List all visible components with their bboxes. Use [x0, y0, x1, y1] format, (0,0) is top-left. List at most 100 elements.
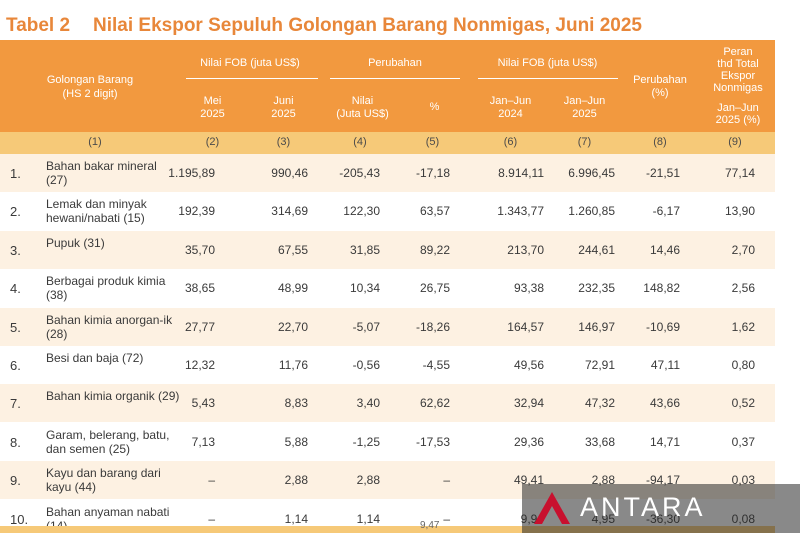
row-value-mei: – — [208, 511, 215, 526]
row-value-mei: 5,43 — [191, 396, 215, 411]
row-value-juni: 8,83 — [284, 396, 308, 411]
row-value-nilai: 1,14 — [356, 511, 380, 526]
row-value-peran: 0,37 — [731, 434, 755, 449]
row-value-nilai: 3,40 — [356, 396, 380, 411]
row-number: 2. — [10, 204, 21, 220]
antara-logo-icon — [534, 492, 570, 524]
row-commodity-name: Bahan kimia anorgan-ik (28) — [46, 312, 173, 341]
row-number: 9. — [10, 473, 21, 489]
row-value-jj2025: 1.260,85 — [568, 204, 615, 219]
row-value-chg: -6,17 — [652, 204, 680, 219]
row-number: 7. — [10, 396, 21, 412]
header-nilai-unit: (Juta US$) — [336, 108, 389, 120]
table-row: 5. Bahan kimia anorgan-ik (28) 27,77 22,70 -… — [0, 307, 775, 346]
row-value-pct: -4,55 — [422, 358, 450, 372]
col-number: (1) — [88, 136, 102, 148]
row-value-juni: 67,55 — [277, 242, 308, 257]
row-commodity-name: Bahan kimia organik (29) — [46, 389, 180, 404]
row-value-nilai: 2,88 — [356, 473, 380, 488]
header-year-2025: 2025 — [572, 108, 597, 120]
row-value-jj2025: 244,61 — [578, 242, 615, 257]
watermark: ANTARA — [522, 484, 800, 533]
row-value-jj2024: 49,41 — [513, 473, 544, 488]
row-number: 10. — [10, 511, 29, 527]
header-pct-unit: (%) — [651, 87, 669, 99]
row-value-mei: 7,13 — [191, 434, 215, 449]
col-number: (4) — [353, 136, 367, 148]
row-value-jj2025: 2,88 — [591, 473, 615, 488]
table-footer-strip: 9,47 — [0, 520, 775, 533]
row-value-chg: -10,69 — [645, 319, 680, 334]
header-mei: Mei — [203, 95, 222, 107]
row-value-mei: 12,32 — [184, 358, 215, 372]
row-number: 4. — [10, 281, 21, 297]
row-value-pct: -17,18 — [415, 166, 450, 180]
col-number: (7) — [577, 136, 592, 148]
row-value-chg: 14,46 — [649, 242, 680, 257]
row-value-pct: 89,22 — [419, 242, 450, 257]
row-value-peran: 2,70 — [731, 242, 755, 257]
row-value-nilai: 31,85 — [349, 242, 380, 257]
row-value-mei: 27,77 — [184, 319, 215, 334]
footer-partial-value: 9,47 — [420, 520, 440, 531]
header-peran-1: Peran — [723, 46, 753, 58]
col-number: (2) — [205, 136, 220, 148]
row-value-mei: 192,39 — [178, 204, 215, 219]
row-value-juni: 22,70 — [277, 319, 308, 334]
row-value-chg: 148,82 — [643, 281, 680, 296]
header-juni-year: 2025 — [271, 108, 296, 120]
row-value-juni: 1,14 — [284, 511, 308, 526]
row-value-peran: 13,90 — [724, 204, 755, 219]
row-value-nilai: 122,30 — [343, 204, 380, 219]
row-value-pct: – — [443, 511, 450, 526]
row-value-juni: 48,99 — [277, 281, 308, 296]
table-row: 2. Lemak dan minyak hewani/nabati (15) 192… — [0, 192, 775, 231]
row-value-nilai: -1,25 — [352, 434, 380, 449]
header-fob-cumulative: Nilai FOB (juta US$) — [497, 57, 598, 69]
header-fob-monthly: Nilai FOB (juta US$) — [200, 57, 300, 69]
row-value-mei: 1.195,89 — [168, 166, 215, 180]
row-commodity-name: Pupuk (31) — [46, 235, 105, 250]
row-value-chg: 14,71 — [649, 434, 680, 449]
row-value-chg: 47,11 — [650, 358, 680, 372]
row-value-juni: 2,88 — [284, 473, 308, 488]
col-number: (3) — [276, 136, 291, 148]
row-value-nilai: -0,56 — [352, 358, 380, 372]
row-value-jj2025: 232,35 — [578, 281, 615, 296]
row-commodity-name: Lemak dan minyak hewani/nabati (15) — [46, 197, 147, 226]
col-number: (6) — [503, 136, 518, 148]
row-value-juni: 5,88 — [284, 434, 308, 449]
row-value-pct: 62,62 — [419, 396, 450, 411]
header-divider — [186, 78, 318, 79]
table-header: Golongan Barang (HS 2 digit) Nilai FOB (… — [0, 40, 775, 132]
row-value-juni: 314,69 — [271, 204, 308, 219]
row-value-pct: – — [443, 473, 450, 488]
row-value-jj2024: 32,94 — [513, 396, 544, 411]
row-value-nilai: -205,43 — [339, 166, 380, 180]
row-value-jj2024: 164,57 — [507, 319, 544, 334]
row-value-pct: 63,57 — [419, 204, 450, 219]
row-number: 5. — [10, 319, 21, 335]
row-value-mei: – — [208, 473, 215, 488]
header-hs: (HS 2 digit) — [62, 88, 118, 100]
row-value-jj2025: 33,68 — [584, 434, 615, 449]
row-value-peran: 1,62 — [731, 319, 755, 334]
table-title-text: Nilai Ekspor Sepuluh Golongan Barang Non… — [93, 15, 642, 36]
row-value-chg: -94,17 — [645, 473, 680, 488]
watermark-text: ANTARA — [580, 492, 706, 522]
header-divider — [478, 78, 618, 79]
table-row: 8. Garam, belerang, batu, dan semen (25) 7… — [0, 422, 775, 461]
row-value-nilai: -5,07 — [352, 319, 380, 334]
row-value-peran: 0,52 — [731, 396, 755, 411]
row-commodity-name: Besi dan baja (72) — [46, 351, 144, 365]
row-commodity-name: Bahan bakar mineral (27) — [46, 159, 157, 187]
row-value-jj2025: 146,97 — [578, 319, 615, 334]
row-number: 3. — [10, 242, 21, 258]
row-commodity-name: Garam, belerang, batu, dan semen (25) — [46, 427, 170, 456]
row-value-mei: 35,70 — [184, 242, 215, 257]
row-value-jj2024: 8.914,11 — [498, 166, 544, 180]
header-year-2024: 2024 — [498, 108, 523, 120]
row-value-nilai: 10,34 — [349, 281, 380, 296]
column-number-row: (1) (2) (3) (4) (5) (6) (7) (8) (9) — [0, 132, 775, 154]
row-value-chg: -21,51 — [645, 166, 680, 180]
